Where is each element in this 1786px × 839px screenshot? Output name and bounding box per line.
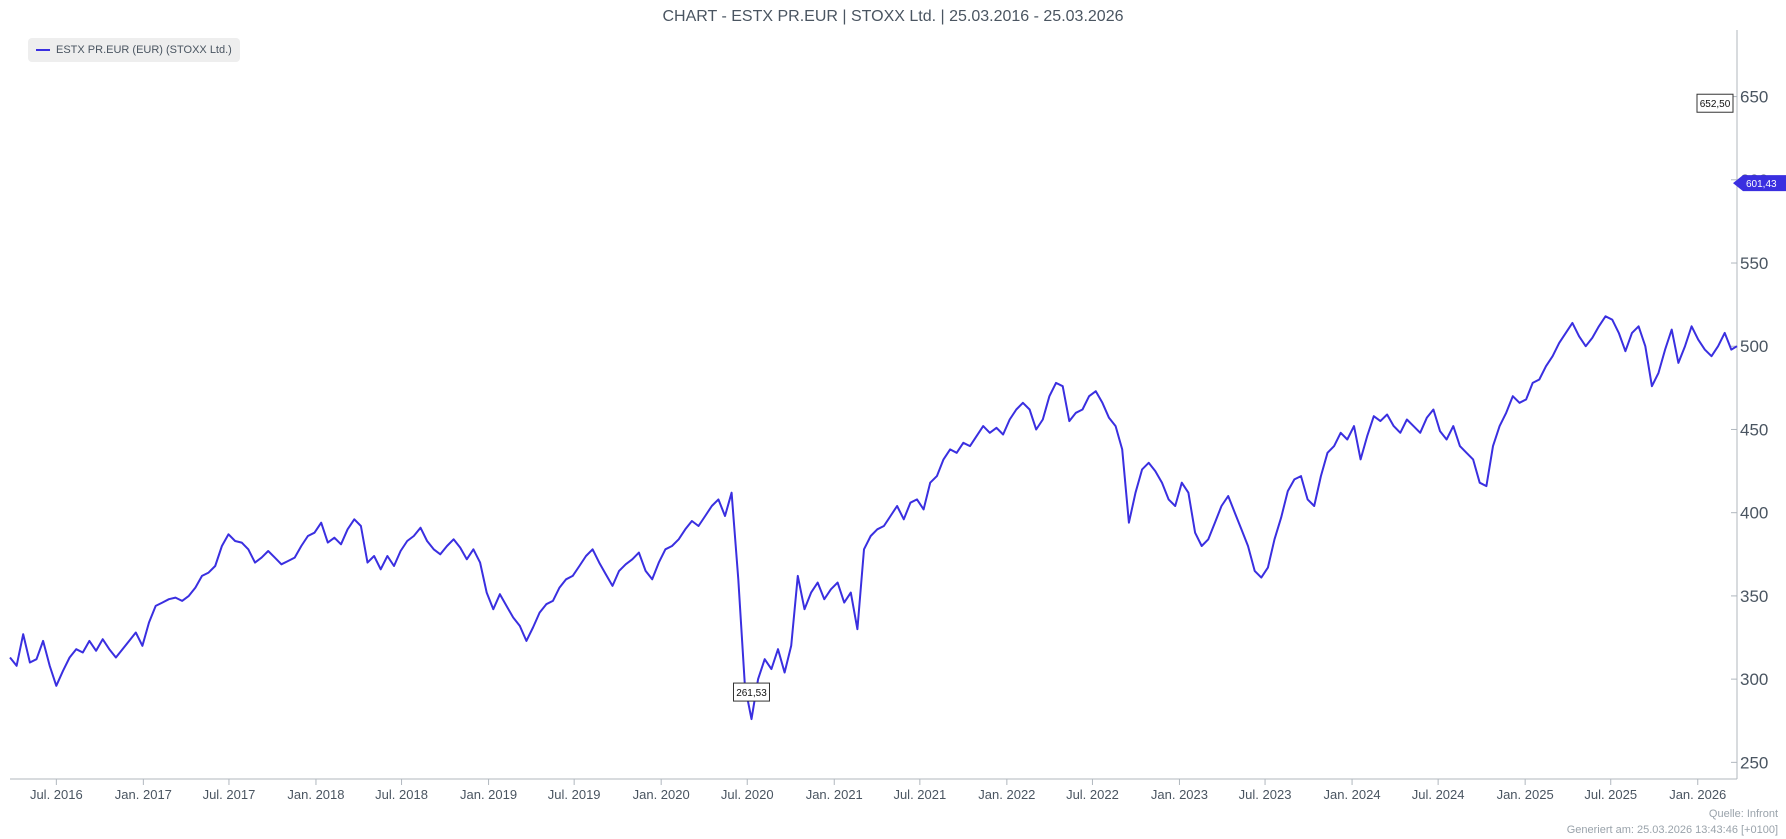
source-note: Quelle: Infront <box>1708 808 1778 820</box>
x-tick-label: Jul. 2024 <box>1412 787 1465 802</box>
x-tick-label: Jan. 2018 <box>287 787 344 802</box>
x-tick-label: Jul. 2019 <box>548 787 601 802</box>
legend-entry: ESTX PR.EUR (EUR) (STOXX Ltd.) <box>56 44 232 56</box>
x-tick-label: Jul. 2020 <box>721 787 774 802</box>
x-tick-label: Jan. 2017 <box>115 787 172 802</box>
y-tick-label: 650 <box>1740 88 1768 107</box>
x-tick-label: Jul. 2016 <box>30 787 83 802</box>
y-tick-label: 500 <box>1740 337 1768 356</box>
x-tick-label: Jul. 2021 <box>893 787 946 802</box>
x-tick-label: Jan. 2024 <box>1324 787 1381 802</box>
x-tick-label: Jul. 2023 <box>1239 787 1292 802</box>
x-tick-label: Jan. 2022 <box>978 787 1035 802</box>
series-line <box>9 315 1738 721</box>
last-value-label: 601,43 <box>1746 179 1777 190</box>
x-tick-label: Jan. 2026 <box>1669 787 1726 802</box>
last-value-tag <box>1733 175 1786 192</box>
legend[interactable]: ESTX PR.EUR (EUR) (STOXX Ltd.) <box>28 38 240 62</box>
x-tick-label: Jul. 2017 <box>203 787 256 802</box>
y-tick-label: 250 <box>1740 753 1768 772</box>
legend-swatch <box>36 49 50 51</box>
annotation-box <box>732 682 770 702</box>
x-tick-label: Jan. 2019 <box>460 787 517 802</box>
x-tick-label: Jan. 2021 <box>806 787 863 802</box>
x-tick-label: Jan. 2025 <box>1497 787 1554 802</box>
annotation-label: 261,53 <box>736 688 767 699</box>
annotation-box <box>1696 93 1734 113</box>
generated-note: Generiert am: 25.03.2026 13:43:46 [+0100… <box>1566 824 1778 836</box>
y-tick-label: 550 <box>1740 254 1768 273</box>
x-tick-label: Jul. 2025 <box>1584 787 1637 802</box>
x-tick-label: Jul. 2018 <box>375 787 428 802</box>
y-tick-label: 450 <box>1740 420 1768 439</box>
annotation-label: 652,50 <box>1700 99 1731 110</box>
y-tick-label: 400 <box>1740 504 1768 523</box>
x-tick-label: Jan. 2023 <box>1151 787 1208 802</box>
y-tick-label: 300 <box>1740 670 1768 689</box>
y-tick-label: 350 <box>1740 587 1768 606</box>
x-tick-label: Jan. 2020 <box>633 787 690 802</box>
chart-title: CHART - ESTX PR.EUR | STOXX Ltd. | 25.03… <box>662 8 1124 25</box>
x-tick-label: Jul. 2022 <box>1066 787 1119 802</box>
